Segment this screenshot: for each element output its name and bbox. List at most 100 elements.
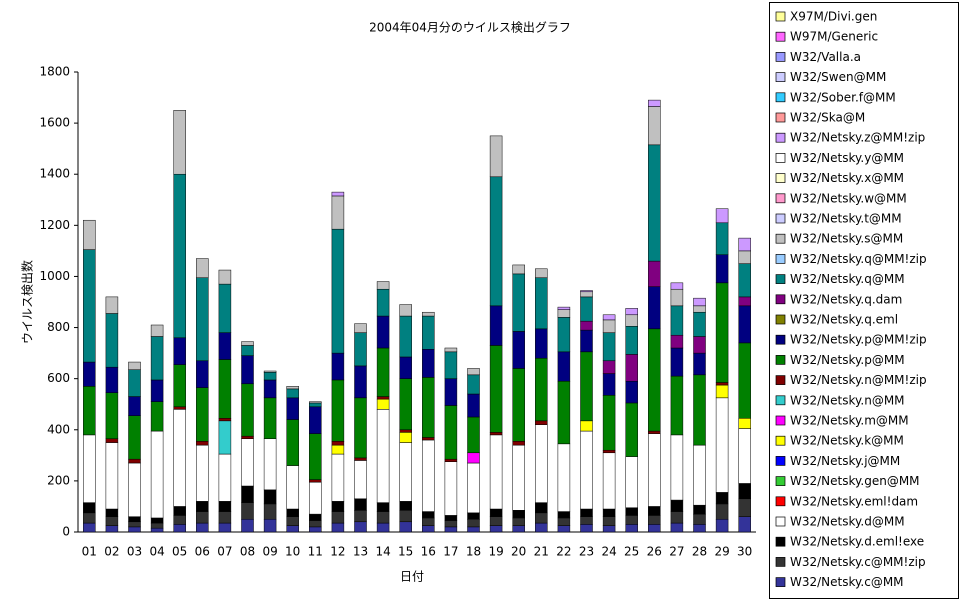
- bar-segment: [512, 510, 525, 519]
- legend-box: [769, 2, 959, 599]
- bar-segment: [128, 458, 141, 464]
- legend-label: W32/Netsky.k@MM: [790, 434, 904, 448]
- bar-segment: [105, 392, 119, 439]
- legend-swatch: [775, 334, 786, 345]
- bar-segment: [309, 481, 322, 515]
- legend-swatch: [775, 92, 786, 103]
- bar-segment: [150, 517, 164, 524]
- bar-segment: [105, 296, 119, 314]
- bar-segment: [738, 250, 751, 264]
- bar-segment: [715, 384, 729, 399]
- bar-segment: [670, 334, 684, 349]
- x-tick-label: 25: [624, 545, 639, 559]
- bar-segment: [218, 359, 232, 419]
- bar-segment: [263, 372, 277, 381]
- bar-segment: [467, 526, 480, 533]
- bar-segment: [557, 306, 571, 310]
- bar-segment: [580, 516, 593, 525]
- bar-segment: [670, 305, 684, 336]
- legend-label: W32/Sober.f@MM: [790, 90, 896, 104]
- legend-swatch: [775, 11, 786, 22]
- bar-segment: [173, 524, 186, 533]
- legend-swatch: [775, 314, 786, 325]
- bar-segment: [399, 315, 412, 358]
- legend-label: W32/Netsky.j@MM: [790, 454, 900, 468]
- bar-segment: [263, 397, 277, 439]
- bar-segment: [196, 258, 209, 278]
- bar-segment: [512, 517, 525, 526]
- bar-segment: [489, 345, 503, 433]
- bar-segment: [105, 438, 119, 443]
- bar-segment: [376, 347, 390, 397]
- legend-label: W32/Netsky.gen@MM: [790, 474, 920, 488]
- bar-segment: [331, 191, 345, 197]
- bar-segment: [467, 462, 480, 514]
- bar-segment: [602, 525, 616, 533]
- bar-segment: [196, 441, 209, 446]
- x-tick-label: 08: [240, 545, 255, 559]
- bar-segment: [263, 489, 277, 505]
- bar-segment: [444, 458, 458, 462]
- legend-label: W32/Netsky.q@MM!zip: [790, 252, 927, 266]
- legend-swatch: [775, 456, 786, 466]
- legend-label: W32/Netsky.q.dam: [790, 292, 902, 306]
- bar-segment: [354, 521, 367, 533]
- legend-label: W32/Netsky.c@MM: [790, 575, 904, 589]
- bar-segment: [444, 461, 458, 516]
- bar-segment: [580, 508, 593, 517]
- bar-segment: [715, 492, 729, 505]
- bar-segment: [150, 527, 164, 533]
- bar-segment: [738, 498, 751, 517]
- bar-segment: [648, 430, 661, 434]
- bar-segment: [150, 522, 164, 529]
- bar-segment: [715, 208, 729, 224]
- legend-swatch: [775, 254, 786, 264]
- bar-segment: [241, 341, 254, 346]
- bar-segment: [173, 406, 186, 410]
- x-tick-label: 28: [692, 545, 707, 559]
- bar-segment: [670, 282, 684, 290]
- legend-label: W32/Netsky.m@MM: [790, 414, 909, 428]
- bar-segment: [512, 264, 525, 275]
- bar-segment: [376, 502, 390, 512]
- bar-segment: [715, 222, 729, 255]
- bar-segment: [399, 510, 412, 523]
- bar-segment: [580, 329, 593, 353]
- bar-segment: [738, 516, 751, 533]
- y-tick-label: 800: [47, 320, 70, 334]
- bar-segment: [354, 498, 367, 511]
- bar-segment: [422, 377, 435, 438]
- legend-label: W32/Netsky.d.eml!exe: [790, 535, 924, 549]
- bar-segment: [105, 313, 119, 368]
- bar-segment: [738, 263, 751, 298]
- x-tick-label: 03: [127, 545, 142, 559]
- legend-swatch: [775, 72, 786, 82]
- x-tick-label: 04: [149, 545, 164, 559]
- bar-segment: [715, 503, 729, 520]
- bar-segment: [399, 304, 412, 317]
- legend-label: W32/Netsky.c@MM!zip: [790, 555, 926, 569]
- y-tick-label: 1600: [39, 116, 70, 130]
- y-tick-label: 400: [47, 422, 70, 436]
- legend-label: W32/Netsky.p@MM: [790, 353, 905, 367]
- bar-segment: [738, 428, 751, 484]
- bar-segment: [512, 444, 525, 511]
- x-tick-label: 29: [714, 545, 729, 559]
- legend-label: W32/Netsky.q@MM: [790, 272, 905, 286]
- bar-segment: [715, 518, 729, 533]
- bar-segment: [422, 511, 435, 519]
- bar-segment: [309, 406, 322, 434]
- bar-segment: [625, 507, 638, 516]
- bar-segment: [535, 357, 548, 422]
- bar-segment: [670, 522, 684, 533]
- bar-segment: [399, 356, 412, 379]
- bar-segment: [422, 315, 435, 350]
- bar-segment: [670, 347, 684, 377]
- bar-segment: [467, 518, 480, 528]
- x-tick-label: 10: [285, 545, 300, 559]
- bar-segment: [693, 444, 706, 506]
- bar-segment: [241, 502, 254, 520]
- bar-segment: [557, 511, 571, 519]
- bar-segment: [263, 518, 277, 533]
- legend-label: W97M/Generic: [790, 30, 878, 44]
